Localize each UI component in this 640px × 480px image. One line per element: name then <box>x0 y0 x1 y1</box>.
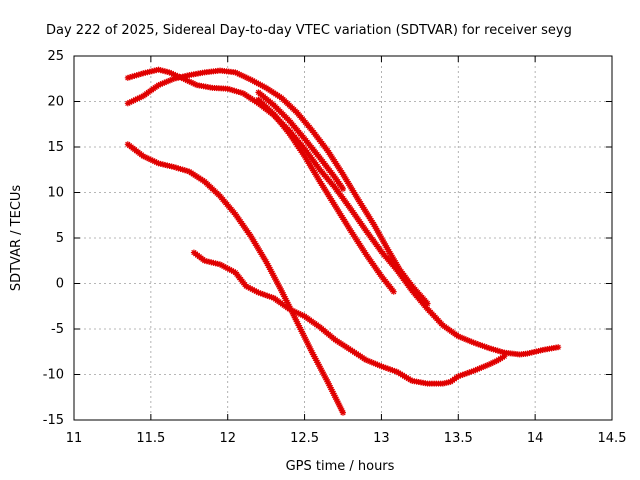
x-tick-label: 14 <box>527 431 544 446</box>
y-tick-label: -10 <box>43 368 64 383</box>
x-tick-label: 12 <box>219 431 236 446</box>
axis-ticks <box>73 55 613 421</box>
y-axis-label: SDTVAR / TECUs <box>9 185 24 292</box>
data-point-marker <box>424 300 431 307</box>
series-track-4 <box>190 249 508 387</box>
y-tick-label: 15 <box>47 140 64 155</box>
tick-labels: 11 11.5 12 12.5 13 13.5 14 14.5 -15 -10 -5 0 5 10 15 20… <box>43 49 627 446</box>
data-point-marker <box>340 409 346 416</box>
data-point-marker <box>481 343 488 350</box>
x-tick-label: 13 <box>373 431 390 446</box>
data-series <box>124 66 562 416</box>
series-track-2 <box>124 67 431 307</box>
y-tick-label: -15 <box>43 413 64 428</box>
series-track-5 <box>255 89 346 192</box>
chart-title: Day 222 of 2025, Sidereal Day-to-day VTE… <box>46 23 572 38</box>
y-tick-label: 0 <box>56 277 64 292</box>
x-tick-label: 12.5 <box>290 431 319 446</box>
data-point-marker <box>390 288 397 295</box>
y-tick-label: 20 <box>47 95 64 110</box>
y-tick-label: 10 <box>47 186 64 201</box>
y-tick-label: 25 <box>47 49 64 64</box>
x-tick-label: 11.5 <box>136 431 165 446</box>
x-tick-label: 11 <box>66 431 83 446</box>
data-point-marker <box>555 344 562 351</box>
data-point-marker <box>461 370 468 377</box>
grid <box>74 56 612 420</box>
series-track-3 <box>124 141 346 416</box>
data-point-marker <box>340 185 346 192</box>
y-tick-label: 5 <box>56 231 64 246</box>
x-axis-label: GPS time / hours <box>286 459 395 474</box>
data-point-marker <box>501 353 508 360</box>
x-tick-label: 14.5 <box>598 431 627 446</box>
series-track-6 <box>255 96 397 295</box>
x-tick-label: 13.5 <box>444 431 473 446</box>
series-track-1 <box>124 66 562 358</box>
y-tick-label: -5 <box>51 322 64 337</box>
